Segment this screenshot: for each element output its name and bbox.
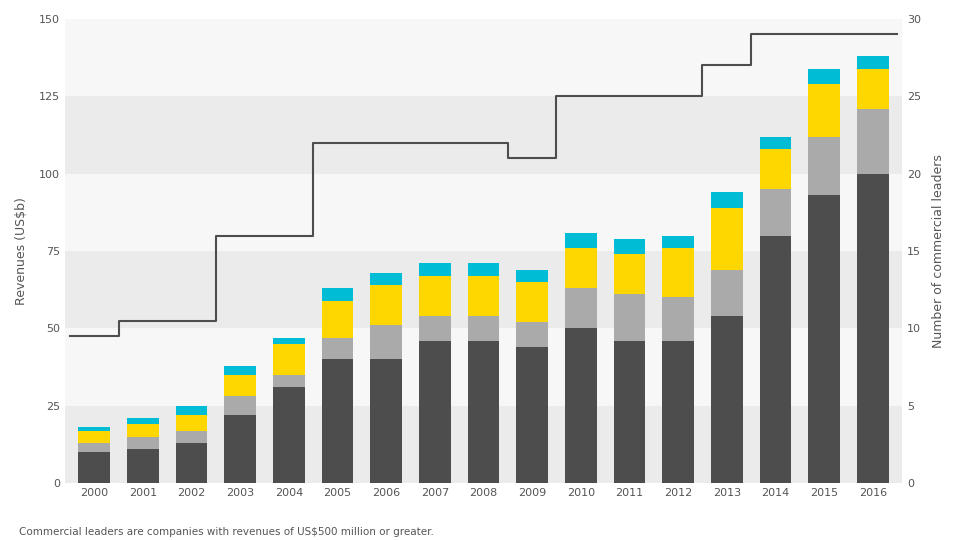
Bar xyxy=(79,443,110,452)
Bar xyxy=(468,341,499,483)
Bar xyxy=(79,428,110,430)
Bar xyxy=(613,294,645,341)
Bar xyxy=(79,452,110,483)
Bar xyxy=(176,415,207,430)
Bar xyxy=(662,298,694,341)
Bar xyxy=(127,437,158,449)
Bar xyxy=(419,276,450,316)
Bar xyxy=(468,264,499,276)
Bar xyxy=(808,84,840,137)
Bar xyxy=(419,264,450,276)
Bar xyxy=(468,316,499,341)
Bar xyxy=(371,325,402,359)
Bar xyxy=(613,341,645,483)
Bar xyxy=(516,282,548,322)
Bar xyxy=(225,415,256,483)
Y-axis label: Number of commercial leaders: Number of commercial leaders xyxy=(932,154,945,348)
Bar xyxy=(808,137,840,195)
Bar xyxy=(419,316,450,341)
Bar xyxy=(65,406,901,483)
Bar xyxy=(857,69,889,109)
Bar xyxy=(662,235,694,248)
Bar xyxy=(273,375,304,387)
Bar xyxy=(225,396,256,415)
Bar xyxy=(759,137,791,149)
Bar xyxy=(468,276,499,316)
Bar xyxy=(419,341,450,483)
Bar xyxy=(516,347,548,483)
Bar xyxy=(273,338,304,344)
Bar xyxy=(565,328,596,483)
Bar xyxy=(225,375,256,396)
Bar xyxy=(759,149,791,189)
Bar xyxy=(371,359,402,483)
Bar xyxy=(65,251,901,328)
Bar xyxy=(613,239,645,254)
Bar xyxy=(516,269,548,282)
Bar xyxy=(176,443,207,483)
Bar xyxy=(371,273,402,285)
Bar xyxy=(662,341,694,483)
Bar xyxy=(857,109,889,174)
Y-axis label: Revenues (US$b): Revenues (US$b) xyxy=(15,197,28,305)
Bar xyxy=(565,248,596,288)
Bar xyxy=(322,288,353,301)
Bar xyxy=(565,233,596,248)
Bar xyxy=(127,449,158,483)
Bar xyxy=(273,344,304,375)
Bar xyxy=(322,338,353,359)
Bar xyxy=(371,285,402,325)
Bar xyxy=(65,328,901,406)
Bar xyxy=(127,418,158,424)
Bar xyxy=(808,195,840,483)
Bar xyxy=(127,424,158,437)
Bar xyxy=(711,316,743,483)
Bar xyxy=(65,19,901,96)
Bar xyxy=(322,301,353,338)
Bar xyxy=(662,248,694,298)
Bar xyxy=(759,189,791,235)
Bar xyxy=(711,192,743,208)
Bar xyxy=(176,430,207,443)
Bar xyxy=(759,235,791,483)
Bar xyxy=(565,288,596,328)
Bar xyxy=(176,406,207,415)
Bar xyxy=(857,56,889,69)
Bar xyxy=(65,96,901,174)
Bar xyxy=(711,269,743,316)
Bar xyxy=(516,322,548,347)
Bar xyxy=(322,359,353,483)
Text: Commercial leaders are companies with revenues of US$500 million or greater.: Commercial leaders are companies with re… xyxy=(19,527,434,537)
Bar xyxy=(711,208,743,269)
Bar xyxy=(613,254,645,294)
Bar xyxy=(225,366,256,375)
Bar xyxy=(808,69,840,84)
Bar xyxy=(273,387,304,483)
Bar xyxy=(857,174,889,483)
Bar xyxy=(65,174,901,251)
Bar xyxy=(79,430,110,443)
